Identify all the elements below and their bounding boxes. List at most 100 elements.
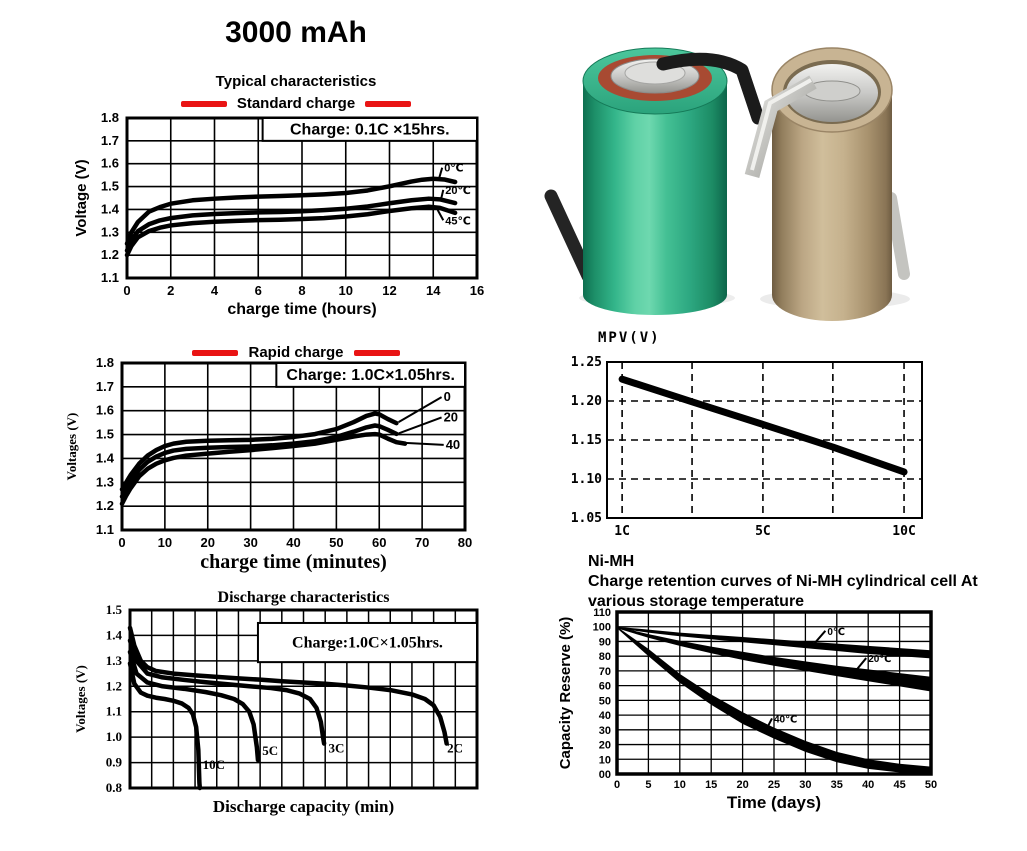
svg-text:5: 5 <box>645 779 651 791</box>
svg-text:1.25: 1.25 <box>571 355 602 370</box>
svg-text:1.5: 1.5 <box>101 179 119 194</box>
nimh-title-line2: Charge retention curves of Ni-MH cylindr… <box>588 573 978 590</box>
svg-text:10: 10 <box>158 535 172 550</box>
svg-text:60: 60 <box>372 535 386 550</box>
svg-text:20℃: 20℃ <box>868 654 891 665</box>
svg-text:25: 25 <box>768 779 780 791</box>
kraft-battery-body <box>772 90 892 321</box>
svg-text:2: 2 <box>167 283 174 298</box>
svg-text:0: 0 <box>118 535 125 550</box>
svg-text:20: 20 <box>599 740 611 752</box>
svg-text:1.15: 1.15 <box>571 433 602 448</box>
svg-text:1.3: 1.3 <box>96 474 114 489</box>
kraft-battery-bottom-tab <box>885 192 910 280</box>
svg-text:1.3: 1.3 <box>106 653 123 668</box>
svg-text:10: 10 <box>339 283 353 298</box>
typical-characteristics-title: Typical characteristics <box>215 73 377 90</box>
standard-charge-label: Standard charge <box>236 95 356 112</box>
svg-text:1.2: 1.2 <box>106 678 122 693</box>
svg-text:Charge:1.0C×1.05hrs.: Charge:1.0C×1.05hrs. <box>292 635 443 652</box>
mpv-chart-title: MPV(V) <box>598 330 661 346</box>
svg-text:00: 00 <box>599 769 611 781</box>
svg-text:1.05: 1.05 <box>571 511 602 526</box>
svg-text:70: 70 <box>599 666 611 678</box>
svg-text:1.8: 1.8 <box>101 110 119 125</box>
svg-text:0.9: 0.9 <box>106 755 123 770</box>
kraft-battery-top-tab-highlight <box>750 78 812 171</box>
svg-text:15: 15 <box>705 779 717 791</box>
svg-text:40: 40 <box>286 535 300 550</box>
rapid-charge-legend: Rapid charge <box>76 344 516 361</box>
page-title: 3000 mAh <box>225 16 367 49</box>
svg-text:30: 30 <box>243 535 257 550</box>
charge-retention-chart: 0℃ 20℃ 40℃ 0 5 10 15 20 25 30 35 40 45 50 00 10 20 30 40 50… <box>557 607 937 812</box>
svg-text:0: 0 <box>614 779 620 791</box>
svg-text:Discharge capacity (min): Discharge capacity (min) <box>213 797 394 816</box>
svg-text:110: 110 <box>593 607 611 619</box>
svg-text:Discharge characteristics: Discharge characteristics <box>218 589 390 606</box>
green-battery-body <box>583 81 727 315</box>
svg-text:100: 100 <box>593 622 611 634</box>
green-battery-top-tab <box>656 52 765 125</box>
svg-text:20: 20 <box>444 409 458 424</box>
svg-text:10C: 10C <box>892 524 915 539</box>
svg-text:35: 35 <box>831 779 843 791</box>
svg-text:1.1: 1.1 <box>101 270 119 285</box>
svg-text:0: 0 <box>123 283 130 298</box>
svg-text:30: 30 <box>799 779 811 791</box>
green-battery <box>544 47 765 315</box>
svg-text:1.8: 1.8 <box>96 355 114 370</box>
svg-text:0℃: 0℃ <box>827 627 845 638</box>
svg-text:45℃: 45℃ <box>445 215 471 227</box>
mpv-chart: 1C 5C 10C 1.05 1.10 1.15 1.20 1.25 <box>571 355 923 539</box>
svg-text:16: 16 <box>470 283 484 298</box>
rapid-charge-chart: Charge: 1.0C×1.05hrs. 0 20 40 0 10 20 30 40 50 60 7… <box>64 355 472 573</box>
svg-text:10: 10 <box>674 779 686 791</box>
svg-text:1.1: 1.1 <box>96 522 114 537</box>
svg-text:0: 0 <box>444 389 451 404</box>
svg-text:0.8: 0.8 <box>106 780 123 795</box>
svg-text:4: 4 <box>211 283 219 298</box>
svg-text:50: 50 <box>599 695 611 707</box>
standard-charge-chart: Charge: 0.1C ×15hrs. 0℃ 20℃ 45℃ 0 2 4 6 8 10 12 14 1… <box>73 110 484 318</box>
nimh-title-line1: Ni-MH <box>588 553 635 570</box>
svg-text:1.5: 1.5 <box>96 427 114 442</box>
svg-text:Charge: 0.1C ×15hrs.: Charge: 0.1C ×15hrs. <box>290 121 450 138</box>
svg-text:6: 6 <box>255 283 262 298</box>
svg-text:40℃: 40℃ <box>774 714 797 725</box>
red-dash-icon <box>365 100 412 107</box>
nimh-title-line3: various storage temperature <box>588 593 805 610</box>
svg-text:1.20: 1.20 <box>571 394 602 409</box>
standard-charge-legend: Standard charge <box>76 95 516 112</box>
svg-text:Voltages (V): Voltages (V) <box>73 665 88 733</box>
svg-text:30: 30 <box>599 725 611 737</box>
svg-text:1.4: 1.4 <box>106 627 123 642</box>
rapid-charge-label: Rapid charge <box>248 344 344 361</box>
svg-text:40: 40 <box>862 779 874 791</box>
svg-text:1.3: 1.3 <box>101 224 119 239</box>
svg-text:Capacity Reserve (%): Capacity Reserve (%) <box>557 617 574 770</box>
svg-text:14: 14 <box>426 283 441 298</box>
svg-text:1.2: 1.2 <box>96 498 114 513</box>
svg-text:Time (days): Time (days) <box>727 793 821 812</box>
red-dash-icon <box>192 349 239 356</box>
svg-text:1.0: 1.0 <box>106 729 122 744</box>
svg-text:12: 12 <box>382 283 396 298</box>
svg-text:80: 80 <box>599 651 611 663</box>
svg-text:50: 50 <box>925 779 937 791</box>
svg-text:Charge: 1.0C×1.05hrs.: Charge: 1.0C×1.05hrs. <box>286 367 455 384</box>
discharge-characteristics-chart: Charge:1.0C×1.05hrs. 2C 3C 5C 10C 0.8 0.9 1.0 1.… <box>73 589 479 816</box>
svg-text:Voltage (V): Voltage (V) <box>73 159 90 236</box>
svg-text:1.1: 1.1 <box>106 704 122 719</box>
svg-text:2C: 2C <box>447 740 463 755</box>
svg-text:20℃: 20℃ <box>445 185 471 197</box>
svg-text:1.5: 1.5 <box>106 602 123 617</box>
svg-text:1.10: 1.10 <box>571 472 602 487</box>
svg-text:charge time (minutes): charge time (minutes) <box>200 551 387 573</box>
svg-text:10C: 10C <box>203 757 225 772</box>
svg-text:1.6: 1.6 <box>101 156 119 171</box>
svg-text:5C: 5C <box>262 743 278 758</box>
svg-text:90: 90 <box>599 636 611 648</box>
svg-text:1.4: 1.4 <box>101 201 120 216</box>
